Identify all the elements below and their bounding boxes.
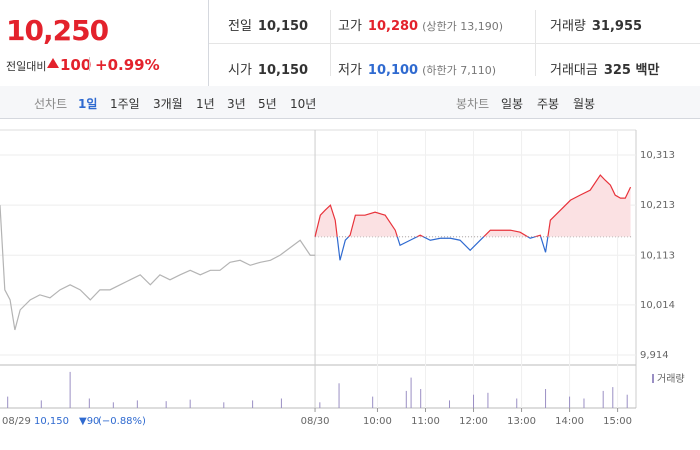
volume-bar <box>112 402 114 408</box>
tab[interactable]: 1일 <box>78 97 98 111</box>
volume-bar <box>420 389 422 408</box>
stat: 저가 10,100 (하한가 7,110) <box>338 63 497 78</box>
tab-group-label: 봉차트 <box>456 97 490 111</box>
tab[interactable]: 3개월 <box>153 97 183 111</box>
tab[interactable]: 주봉 <box>537 97 560 111</box>
y-tick-label: 10,213 <box>640 200 675 211</box>
volume-bar <box>88 398 90 408</box>
prev-date: 08/29 <box>2 416 31 427</box>
volume-bar <box>602 390 604 408</box>
volume-bar <box>473 394 475 408</box>
price: 10,250 <box>6 14 109 47</box>
tab[interactable]: 3년 <box>227 97 246 111</box>
volume-bar <box>449 400 451 408</box>
volume-bar <box>252 400 254 408</box>
price-box: 10,250 전일대비 100 +0.99% <box>0 0 209 86</box>
volume-bar <box>405 390 407 408</box>
prev-close: 10,150 <box>34 416 69 427</box>
volume-bar <box>223 402 225 408</box>
volume-bar <box>612 387 614 408</box>
tab[interactable]: 5년 <box>258 97 277 111</box>
x-tick-label: 13:00 <box>507 416 536 427</box>
x-tick-label: 15:00 <box>603 416 632 427</box>
volume-bar <box>545 389 547 408</box>
volume-bar <box>7 396 9 408</box>
volume-bar <box>626 394 628 408</box>
volume-bar <box>338 383 340 408</box>
tab[interactable]: 10년 <box>290 97 317 111</box>
stat: 전일 10,150 <box>228 19 309 34</box>
y-tick-label: 9,914 <box>640 350 669 361</box>
up-arrow <box>47 58 59 68</box>
volume-bar <box>136 400 138 408</box>
x-tick-label: 10:00 <box>363 416 392 427</box>
area <box>315 175 631 237</box>
y-tick-label: 10,113 <box>640 250 675 261</box>
stat: 시가 10,150 <box>228 63 309 78</box>
line-down <box>315 236 549 261</box>
line <box>0 205 316 331</box>
volume-bar <box>189 399 191 408</box>
volume-bar <box>410 377 412 408</box>
volume-bar <box>319 402 321 408</box>
volume-bar <box>280 398 282 408</box>
x-tick-label: 14:00 <box>555 416 584 427</box>
header: 10,250 전일대비 100 +0.99% 전일 10,150 고가 10,280… <box>0 0 700 87</box>
x-tick-label: 08/30 <box>301 416 330 427</box>
x-tick-label: 11:00 <box>411 416 440 427</box>
tab-bar: 선차트 1일 1주일 3개월 1년 3년 5년 10년 봉차트 일봉 주봉 월봉 <box>0 86 700 119</box>
tab[interactable]: 월봉 <box>573 97 596 111</box>
stat: 거래대금 325 백만 <box>550 63 660 78</box>
tab[interactable]: 1년 <box>196 97 215 111</box>
volume-legend-swatch <box>652 374 654 383</box>
volume-bar <box>583 398 585 408</box>
volume-bar <box>487 392 489 408</box>
volume-bar <box>69 371 71 408</box>
stat: 고가 10,280 (상한가 13,190) <box>338 19 504 34</box>
volume-bar <box>569 396 571 408</box>
change: 100 <box>60 56 92 74</box>
x-tick-label: 12:00 <box>459 416 488 427</box>
stat: 거래량 31,955 <box>550 19 643 34</box>
y-tick-label: 10,313 <box>640 150 675 161</box>
chart: 9,914 10,014 10,113 10,213 10,313 08/30 10:00 1… <box>0 129 685 427</box>
prev-change: ▼90 <box>79 416 99 427</box>
change-pct: +0.99% <box>95 56 160 74</box>
volume-bar <box>165 401 167 408</box>
y-tick-label: 10,014 <box>640 300 675 311</box>
volume-bar <box>516 398 518 408</box>
line-up <box>314 174 632 237</box>
tab[interactable]: 일봉 <box>501 97 524 111</box>
volume-bar <box>40 400 42 408</box>
tab-group-label: 선차트 <box>34 97 68 111</box>
volume-legend: 거래량 <box>657 373 685 385</box>
volume-bar <box>372 396 374 408</box>
tab[interactable]: 1주일 <box>110 97 140 111</box>
prev-pct: (−0.88%) <box>98 416 146 427</box>
change-label: 전일대비 <box>6 60 47 73</box>
